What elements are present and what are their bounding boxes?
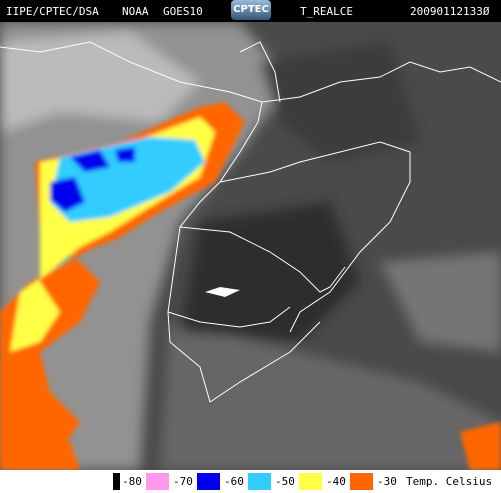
product: T_REALCE: [300, 5, 353, 18]
source: NOAA: [122, 5, 149, 18]
legend-swatch: [146, 473, 169, 490]
logo: CPTEC: [231, 0, 271, 20]
agency: IIPE/CPTEC/DSA: [6, 5, 99, 18]
legend-unit: Temp. Celsius: [406, 475, 493, 488]
legend-swatch: [113, 473, 120, 490]
legend: -80 -70 -60 -50 -40 -30 Temp. Celsius: [0, 470, 501, 493]
timestamp: 20090112133Ø: [410, 5, 490, 18]
satellite: GOES10: [163, 5, 203, 18]
header-bar: IIPE/CPTEC/DSA NOAA GOES10 CPTEC T_REALC…: [0, 0, 501, 22]
legend-label: -30: [377, 475, 397, 488]
legend-label: -70: [173, 475, 193, 488]
legend-swatch: [197, 473, 220, 490]
legend-label: -80: [122, 475, 142, 488]
satellite-image: [0, 22, 501, 470]
legend-label: -50: [275, 475, 295, 488]
legend-swatch: [299, 473, 322, 490]
legend-label: -40: [326, 475, 346, 488]
legend-label: -60: [224, 475, 244, 488]
legend-swatch: [248, 473, 271, 490]
legend-swatch: [350, 473, 373, 490]
